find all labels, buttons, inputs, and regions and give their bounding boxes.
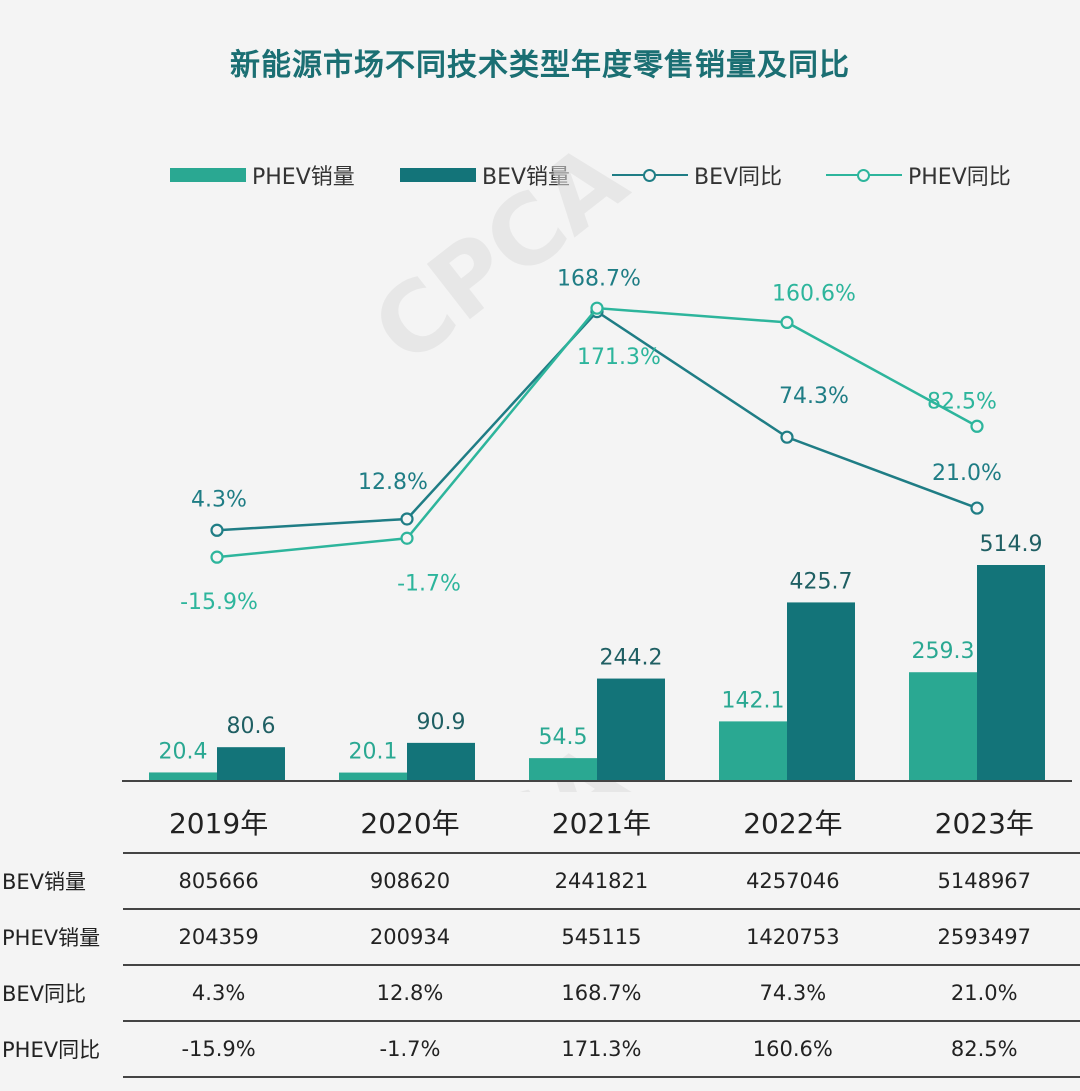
bar-bev-sales xyxy=(217,747,285,781)
table-cell: 2441821 xyxy=(505,853,698,910)
table-cell: 204359 xyxy=(122,909,315,966)
data-label-phev-yoy: 160.6% xyxy=(772,281,856,306)
bar-bev-sales xyxy=(407,742,475,781)
data-label-bev-sales: 514.9 xyxy=(980,532,1043,557)
bar-phev-sales xyxy=(149,772,217,781)
data-table: 2019年 2020年 2021年 2022年 2023年 BEV销量 8056… xyxy=(0,792,1080,1078)
table-header-cell: 2023年 xyxy=(888,792,1080,854)
bar-layer: 20.4 80.6 20.1 90.9 54.5 244.2 142.1 425.7 259.3… xyxy=(149,532,1045,781)
point-bev-yoy xyxy=(400,512,414,526)
data-label-phev-sales: 142.1 xyxy=(722,688,785,713)
point-phev-yoy xyxy=(780,315,794,330)
data-label-phev-yoy: -15.9% xyxy=(180,590,258,615)
point-phev-yoy xyxy=(590,301,604,315)
legend: PHEV销量 BEV销量 BEV同比 PHEV同比 xyxy=(0,158,1080,192)
point-bev-yoy xyxy=(970,501,984,515)
table-cell: 160.6% xyxy=(697,1021,889,1078)
data-label-bev-yoy: 21.0% xyxy=(932,461,1002,486)
bar-bev-sales xyxy=(597,678,665,781)
table-cell: 908620 xyxy=(314,853,506,910)
data-label-phev-sales: 259.3 xyxy=(912,639,975,664)
data-label-bev-yoy: 168.7% xyxy=(557,267,641,292)
table-header-cell: 2019年 xyxy=(122,792,315,854)
point-bev-yoy xyxy=(780,430,794,444)
table-cell: 200934 xyxy=(314,909,506,966)
legend-swatch-phev-sales xyxy=(170,168,246,182)
bar-bev-sales xyxy=(787,602,855,781)
table-header-cell: 2021年 xyxy=(505,792,698,854)
point-bev-yoy xyxy=(210,523,224,537)
table-cell: 21.0% xyxy=(888,965,1080,1022)
table-corner xyxy=(0,792,123,853)
legend-swatch-bev-sales xyxy=(400,168,476,182)
data-label-phev-yoy: 82.5% xyxy=(927,389,997,414)
table-cell: -15.9% xyxy=(122,1021,315,1078)
legend-item-bev-yoy: BEV同比 xyxy=(612,158,782,192)
bar-phev-sales xyxy=(529,758,597,781)
table-cell: 168.7% xyxy=(505,965,698,1022)
table-cell: -1.7% xyxy=(314,1021,506,1078)
line-layer: 4.3% 12.8% 168.7% 74.3% 21.0% -15.9% -1.7% 171.… xyxy=(180,267,1002,616)
bar-phev-sales xyxy=(719,721,787,781)
table-cell: 171.3% xyxy=(505,1021,698,1078)
data-label-phev-sales: 20.4 xyxy=(159,739,208,764)
bar-bev-sales xyxy=(977,565,1045,781)
table-row: BEV同比 4.3% 12.8% 168.7% 74.3% 21.0% xyxy=(0,965,1080,1022)
table-cell: 4257046 xyxy=(697,853,889,910)
data-label-bev-sales: 425.7 xyxy=(790,569,853,594)
table-row: PHEV销量 204359 200934 545115 1420753 2593… xyxy=(0,909,1080,966)
table-header-cell: 2022年 xyxy=(697,792,889,854)
data-label-bev-yoy: 4.3% xyxy=(191,487,247,512)
legend-label-bev-sales: BEV销量 xyxy=(482,165,571,190)
table-cell: 12.8% xyxy=(314,965,506,1022)
legend-item-phev-yoy: PHEV同比 xyxy=(826,158,1011,192)
data-label-bev-yoy: 74.3% xyxy=(779,384,849,409)
table-cell: 82.5% xyxy=(888,1021,1080,1078)
bar-phev-sales xyxy=(339,772,407,781)
table-row-label: BEV同比 xyxy=(2,982,87,1006)
data-label-bev-sales: 244.2 xyxy=(600,646,663,671)
table-header-row: 2019年 2020年 2021年 2022年 2023年 xyxy=(0,792,1080,854)
data-label-phev-sales: 54.5 xyxy=(539,725,588,750)
point-phev-yoy xyxy=(210,550,224,564)
chart-title: 新能源市场不同技术类型年度零售销量及同比 xyxy=(230,48,850,83)
data-label-bev-sales: 80.6 xyxy=(227,714,276,739)
table-cell: 5148967 xyxy=(888,853,1080,910)
table-header-cell: 2020年 xyxy=(314,792,506,854)
legend-swatch-bev-yoy xyxy=(612,168,688,182)
bar-phev-sales xyxy=(909,672,977,781)
table-row-label: BEV销量 xyxy=(2,870,87,894)
legend-label-phev-sales: PHEV销量 xyxy=(252,165,355,190)
table-row: PHEV同比 -15.9% -1.7% 171.3% 160.6% 82.5% xyxy=(0,1021,1080,1078)
data-label-bev-yoy: 12.8% xyxy=(358,470,428,495)
point-phev-yoy xyxy=(400,531,414,545)
data-label-bev-sales: 90.9 xyxy=(417,710,466,735)
legend-label-phev-yoy: PHEV同比 xyxy=(908,165,1011,190)
table-cell: 2593497 xyxy=(888,909,1080,966)
table-row: BEV销量 805666 908620 2441821 4257046 5148… xyxy=(0,853,1080,910)
table-cell: 74.3% xyxy=(697,965,889,1022)
table-row-label: PHEV同比 xyxy=(2,1038,101,1062)
table-cell: 545115 xyxy=(505,909,698,966)
point-phev-yoy xyxy=(970,419,984,433)
legend-item-bev-sales: BEV销量 xyxy=(400,158,570,192)
table-cell: 4.3% xyxy=(122,965,315,1022)
table-row-label: PHEV销量 xyxy=(2,926,101,950)
table-cell: 1420753 xyxy=(697,909,889,966)
legend-label-bev-yoy: BEV同比 xyxy=(694,165,783,190)
data-label-phev-yoy: 171.3% xyxy=(577,345,661,370)
legend-swatch-phev-yoy xyxy=(826,168,902,182)
chart-plot-area: CPCACPCA 20.480.620.190.954.5244.2142.14… xyxy=(122,122,1072,792)
table-cell: 805666 xyxy=(122,853,315,910)
legend-item-phev-sales: PHEV销量 xyxy=(170,158,355,192)
data-label-phev-sales: 20.1 xyxy=(349,740,398,765)
data-label-phev-yoy: -1.7% xyxy=(397,571,461,596)
